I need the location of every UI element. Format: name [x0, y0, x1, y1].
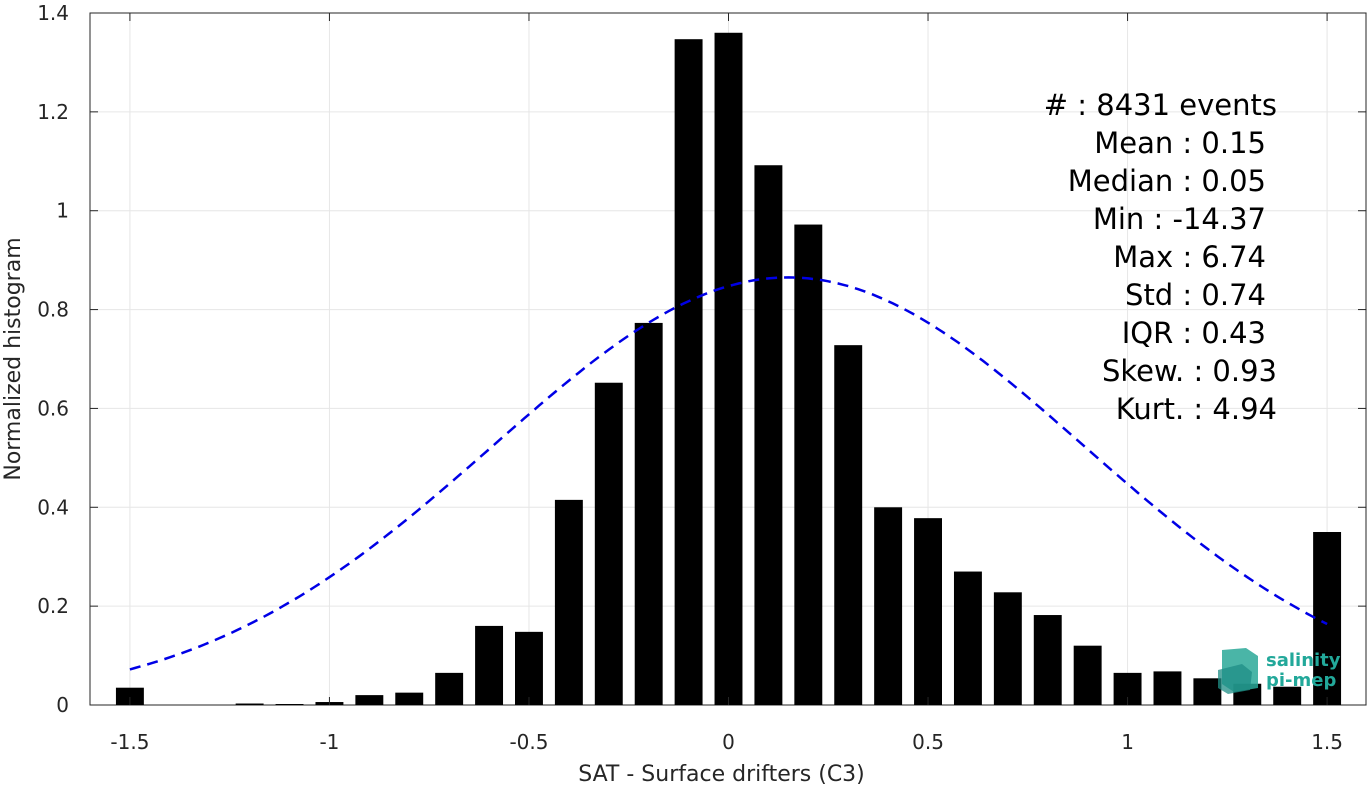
bar: [834, 345, 863, 705]
y-tick-label: 0.8: [37, 298, 69, 322]
y-tick-label: 0: [56, 693, 69, 717]
bar: [1153, 671, 1182, 705]
bar: [355, 695, 384, 705]
logo-line2: pi-mep: [1266, 670, 1336, 691]
bar: [435, 672, 464, 705]
bar: [914, 518, 942, 705]
bars: [115, 32, 1342, 706]
bar: [395, 692, 424, 705]
bar: [634, 322, 663, 705]
gaussian-fit-curve: [129, 276, 1328, 671]
bar: [953, 571, 982, 705]
x-tick-label: -1: [319, 730, 339, 754]
stats-line: Max : 6.74: [1113, 240, 1266, 274]
bar: [1033, 615, 1062, 705]
bar: [1273, 686, 1302, 705]
stats-line: IQR : 0.43: [1122, 316, 1266, 350]
stats-line: # : 8431 events: [1044, 88, 1277, 122]
x-axis-ticks: -1.5 -1 -0.5 0 0.5 1 1.5: [110, 13, 1343, 754]
y-tick-label: 0.6: [37, 396, 69, 420]
bar: [1073, 645, 1102, 705]
stats-line: Min : -14.37: [1093, 202, 1266, 236]
stats-line: Kurt. : 4.94: [1116, 392, 1277, 426]
bar: [874, 507, 903, 705]
x-tick-label: 0.5: [912, 730, 944, 754]
y-tick-label: 1.4: [37, 1, 69, 25]
y-tick-label: 0.2: [37, 594, 69, 618]
bar: [1193, 678, 1222, 705]
bar: [554, 499, 583, 705]
stats-annotation: # : 8431 events Mean : 0.15 Median : 0.05 M…: [1044, 88, 1277, 426]
bar: [993, 592, 1022, 705]
x-tick-label: 1.5: [1311, 730, 1343, 754]
bar: [515, 631, 543, 705]
y-tick-label: 1.2: [37, 100, 69, 124]
salinity-pimep-logo: salinity pi-mep: [1218, 648, 1341, 694]
stats-line: Std : 0.74: [1125, 278, 1266, 312]
bar: [475, 625, 504, 705]
x-axis-label: SAT - Surface drifters (C3): [578, 762, 865, 785]
y-axis-label: Normalized histogram: [1, 237, 26, 480]
y-axis-ticks: 0 0.2 0.4 0.6 0.8 1 1.2 1.4: [37, 1, 1366, 717]
bar: [235, 703, 264, 705]
bar: [115, 687, 144, 705]
stats-line: Median : 0.05: [1068, 164, 1266, 198]
x-tick-label: 1: [1121, 730, 1134, 754]
bar: [794, 224, 823, 705]
logo-icon: [1218, 648, 1258, 694]
bar: [594, 382, 623, 705]
x-tick-label: 0: [722, 730, 735, 754]
logo-line1: salinity: [1266, 650, 1341, 671]
bar: [714, 32, 743, 706]
y-tick-label: 1: [56, 199, 69, 223]
stats-line: Skew. : 0.93: [1102, 354, 1277, 388]
x-tick-label: -1.5: [110, 730, 149, 754]
bar: [275, 704, 304, 705]
bar: [674, 39, 703, 705]
x-tick-label: -0.5: [509, 730, 548, 754]
stats-line: Mean : 0.15: [1094, 126, 1266, 160]
y-tick-label: 0.4: [37, 495, 69, 519]
bar: [1313, 532, 1342, 705]
bar: [754, 165, 783, 706]
